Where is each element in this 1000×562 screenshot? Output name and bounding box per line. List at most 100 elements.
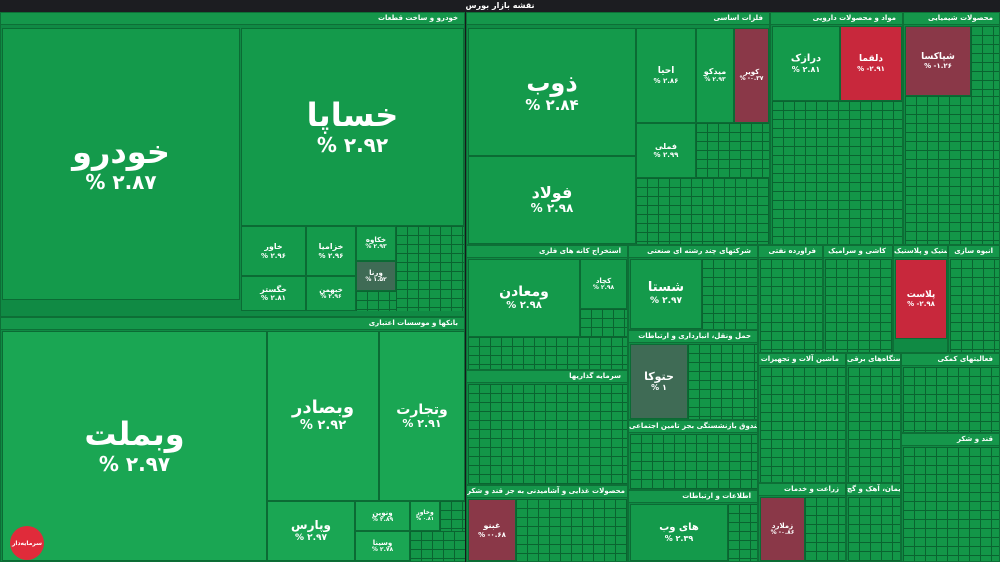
ticker: وتجارت — [396, 401, 448, 418]
small-tiles-grid — [848, 367, 900, 482]
sector-header: بانکها و موسسات اعتباری — [1, 318, 464, 330]
percent: % ۲.۹۸ — [592, 283, 615, 291]
sector-header: ماشین آلات و تجهیزات — [759, 354, 845, 366]
tile-vbpars[interactable]: وپارس % ۲.۹۷ — [267, 501, 355, 561]
tile-khsapa[interactable]: خساپا % ۲.۹۲ — [241, 28, 464, 226]
ticker: میدکو — [703, 67, 727, 77]
sector-transport[interactable]: حمل ونقل، انبارداری و ارتباطات حتوکا % ۱ — [628, 330, 758, 420]
tile-khakhoda[interactable]: خکاوه % ۲.۹۳ — [356, 226, 396, 261]
sector-farm[interactable]: زراعت و خدمات زملارد % -۰.۸۶ — [758, 483, 846, 562]
tile-khazamia[interactable]: خزامیا % ۲.۹۶ — [306, 226, 356, 276]
percent: % ۲.۸۶ — [653, 76, 679, 85]
tile-khgostar[interactable]: خگستر % ۲.۸۱ — [241, 276, 306, 311]
ticker: احیا — [657, 66, 675, 77]
tile-zob[interactable]: ذوب % ۲.۸۴ — [468, 28, 636, 156]
small-tiles-grid — [702, 259, 757, 329]
ticker: کویر — [743, 68, 760, 77]
percent: % -۰.۸۶ — [770, 528, 795, 536]
small-tiles-grid — [580, 309, 627, 337]
sector-rubber[interactable]: لاستیک و پلاستیک پلاست % -۲.۹۸ — [893, 245, 948, 353]
percent: % -۰.۳۷ — [739, 75, 764, 83]
small-tiles-grid — [903, 447, 999, 561]
tile-varad[interactable]: ونوین % ۲.۸۹ — [355, 501, 410, 531]
tile-vtejarat[interactable]: وتجارت % ۲.۹۱ — [379, 331, 465, 501]
sector-chem[interactable]: محصولات شیمیایی شپاکسا % -۱.۲۶ — [903, 12, 1000, 245]
ticker: شستا — [647, 280, 685, 296]
sector-cement[interactable]: سیمان، آهک و گچ — [846, 483, 901, 562]
percent: % ۱.۵۲ — [365, 275, 387, 283]
tile-vbsader[interactable]: وبصادر % ۲.۹۲ — [267, 331, 379, 501]
sector-electric[interactable]: ماشین آلات و تجهیزات — [758, 353, 846, 483]
percent: % ۰.۸۱ — [416, 515, 434, 522]
page-title: نقشه بازار بورس — [0, 0, 1000, 12]
sector-header: کاشی و سرامیک — [824, 246, 892, 258]
ticker: خاور — [264, 242, 283, 252]
tile-famli[interactable]: فملی % ۲.۹۹ — [636, 123, 696, 178]
tile-midko[interactable]: میدکو % ۲.۹۳ — [696, 28, 734, 123]
sector-refining[interactable]: فراورده نفتی — [758, 245, 823, 353]
sector-support[interactable]: فعالیتهای کمکی — [901, 353, 1000, 433]
sector-multi[interactable]: شرکتهای چند رشته ای صنعتی شستا % ۲.۹۷ — [628, 245, 758, 330]
percent: % -۰.۶۸ — [478, 530, 506, 539]
tile-foolad[interactable]: فولاد % ۲.۹۸ — [468, 156, 636, 244]
sector-metal[interactable]: فلزات اساسی ذوب % ۲.۸۴ فولاد % ۲.۹۸ احیا… — [466, 12, 770, 245]
sector-header: محصولات غذایی و آشامیدنی به جز قند و شکر — [467, 486, 627, 498]
sector-machinery[interactable]: ماشین آلات و دستگاه‌های برقی — [846, 353, 901, 483]
tile-vrena[interactable]: ورنا % ۱.۵۲ — [356, 261, 396, 291]
small-tiles-grid — [905, 96, 999, 244]
sector-header: قند و شکر — [902, 434, 999, 446]
percent: % ۲.۹۹ — [653, 151, 679, 160]
tile-kavir[interactable]: کویر % -۰.۳۷ — [734, 28, 769, 123]
tile-kachad[interactable]: کچاد % ۲.۹۸ — [580, 259, 627, 309]
ticker: درازک — [790, 53, 822, 65]
sector-food[interactable]: محصولات غذایی و آشامیدنی به جز قند و شکر… — [466, 485, 628, 562]
tile-dalghama[interactable]: دلقما % -۲.۹۱ — [840, 26, 902, 101]
tile-ahya[interactable]: احیا % ۲.۸۶ — [636, 28, 696, 123]
sector-invest[interactable]: سرمایه گذاریها — [466, 370, 628, 485]
ticker: خکاوه — [365, 236, 387, 245]
sector-insurance[interactable]: بیمه وصندوق بازنشستگی بجز تامین اجتماعی — [628, 420, 758, 490]
tile-pelast[interactable]: پلاست % -۲.۹۸ — [895, 259, 947, 339]
tile-shasta[interactable]: شستا % ۲.۹۷ — [630, 259, 702, 329]
ticker: دلقما — [859, 54, 883, 65]
percent: % ۲.۸۴ — [525, 96, 579, 115]
tile-khodro[interactable]: خودرو % ۲.۸۷ — [2, 28, 240, 300]
tile-vkhavar[interactable]: وخاور % ۰.۸۱ — [410, 501, 440, 531]
small-tiles-grid — [630, 434, 757, 489]
sector-realestate[interactable]: انبوه سازی — [948, 245, 1000, 353]
sector-tile[interactable]: کاشی و سرامیک — [823, 245, 893, 353]
tile-daraz[interactable]: درازک % ۲.۸۱ — [772, 26, 840, 101]
sector-sugar[interactable]: قند و شکر — [901, 433, 1000, 562]
tile-vsina[interactable]: وسینا % ۲.۷۸ — [355, 531, 410, 561]
sector-bank[interactable]: بانکها و موسسات اعتباری وبملت % ۲.۹۷ وبص… — [0, 317, 465, 562]
tile-ghenoo[interactable]: غبنو % -۰.۶۸ — [468, 499, 516, 561]
tile-hatokka[interactable]: حتوکا % ۱ — [630, 344, 688, 419]
ticker: غبنو — [483, 521, 501, 531]
small-tiles-grid — [805, 497, 845, 561]
small-tiles-grid — [760, 259, 822, 352]
percent: % ۲.۹۲ — [316, 132, 389, 157]
sector-ict[interactable]: اطلاعات و ارتباطات های وب % ۲.۳۹ — [628, 490, 758, 562]
ticker: ورنا — [369, 268, 383, 277]
tile-khbahman[interactable]: خبهمن % ۲.۹۶ — [306, 276, 356, 311]
percent: % ۲.۹۷ — [98, 451, 171, 476]
ticker: فملی — [655, 141, 677, 151]
sector-header: حمل ونقل، انبارداری و ارتباطات — [629, 331, 757, 343]
tile-vbmellat[interactable]: وبملت % ۲.۹۷ — [2, 331, 267, 561]
ticker: ومعادن — [499, 284, 549, 301]
small-tiles-grid — [903, 367, 999, 432]
tile-hayweb[interactable]: های وب % ۲.۳۹ — [630, 504, 728, 561]
ticker: شپاکسا — [921, 51, 955, 62]
tile-khavar[interactable]: خاور % ۲.۹۶ — [241, 226, 306, 276]
ticker: حتوکا — [644, 369, 674, 383]
sector-auto[interactable]: خودرو و ساخت قطعات خودرو % ۲.۸۷ خساپا % … — [0, 12, 465, 317]
tile-zmalard[interactable]: زملارد % -۰.۸۶ — [760, 497, 805, 561]
tile-shapaksa[interactable]: شپاکسا % -۱.۲۶ — [905, 26, 971, 96]
tile-vamadan[interactable]: ومعادن % ۲.۹۸ — [468, 259, 580, 337]
ticker: خودرو — [72, 133, 170, 172]
small-tiles-grid — [696, 123, 769, 178]
percent: % ۲.۳۹ — [664, 533, 694, 543]
sector-header: لاستیک و پلاستیک — [894, 246, 947, 258]
sector-pharma[interactable]: مواد و محصولات دارویی درازک % ۲.۸۱ دلقما… — [770, 12, 903, 245]
sector-mining[interactable]: استخراج کانه های فلزی ومعادن % ۲.۹۸ کچاد… — [466, 245, 628, 370]
